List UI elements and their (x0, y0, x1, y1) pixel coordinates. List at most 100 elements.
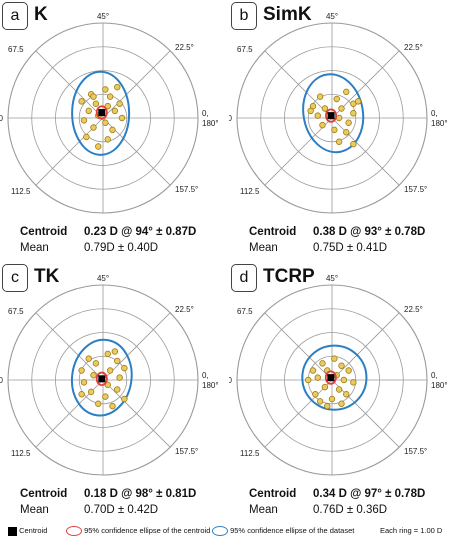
angle-label: 112.5 (11, 187, 31, 196)
mean-row: Mean 0.70D ± 0.42D (20, 504, 158, 516)
data-point (80, 117, 88, 124)
legend-ring-note: Each ring = 1.00 D (380, 526, 442, 535)
legend-label: Each ring = 1.00 D (380, 526, 443, 535)
panel-label: c (2, 264, 28, 292)
angle-label: 22.5° (404, 305, 423, 314)
centroid-marker (327, 374, 335, 382)
centroid-value: 0.34 D @ 97° ± 0.78D (313, 488, 426, 500)
data-point (80, 379, 88, 386)
data-point (316, 93, 324, 100)
angle-label: 180° (202, 119, 219, 128)
data-point (305, 376, 312, 384)
dataset-confidence-ellipse (70, 338, 133, 417)
centroid-confidence-ellipse (324, 370, 337, 385)
data-point (83, 133, 90, 141)
data-point (345, 119, 352, 126)
panel-label: a (2, 2, 28, 30)
data-point (111, 107, 119, 115)
data-point (109, 402, 116, 410)
angle-label: 67.5 (237, 45, 253, 54)
angle-label: 90 (229, 114, 233, 123)
data-point (333, 95, 340, 103)
centroid-value: 0.38 D @ 93° ± 0.78D (313, 226, 426, 238)
data-point (78, 98, 85, 105)
centroid-confidence-ellipse (95, 105, 108, 120)
data-point (78, 391, 85, 398)
centroid-label: Centroid (249, 488, 297, 500)
data-point (104, 102, 111, 110)
data-point (87, 388, 95, 396)
data-point (85, 355, 92, 362)
data-point (321, 105, 329, 112)
data-point (335, 138, 343, 145)
legend-label: 95% confidence ellipse of the dataset (230, 526, 355, 535)
centroid-marker-icon (8, 526, 17, 536)
data-point (307, 107, 314, 115)
angle-label: 157.5° (404, 185, 427, 194)
angle-label: 0, (202, 109, 209, 118)
data-point (95, 400, 102, 407)
data-point (338, 400, 345, 407)
angle-label: 22.5° (175, 305, 194, 314)
data-point (319, 121, 326, 129)
data-point (116, 100, 123, 107)
angle-label: 67.5 (8, 307, 24, 316)
angle-label: 45° (97, 274, 109, 283)
data-point (106, 367, 114, 374)
angle-label: 0, (202, 371, 209, 380)
angle-label: 112.5 (11, 449, 31, 458)
panel-d: d TCRP 45° 22.5° 0,180° 157.5° 112.5 90 67.5 C… (229, 262, 458, 524)
mean-row: Mean 0.76D ± 0.36D (249, 504, 387, 516)
panel-a: a K 45° 22.5° 0,180° 157.5° 112.5 90 67.5 Cent… (0, 0, 229, 262)
data-point (324, 402, 331, 410)
mean-row: Mean 0.75D ± 0.41D (249, 242, 387, 254)
data-point (102, 86, 109, 93)
angle-label: 90 (0, 114, 4, 123)
data-point (111, 348, 119, 355)
data-point (118, 114, 126, 122)
data-point (343, 391, 350, 398)
data-point (90, 124, 97, 131)
angle-label: 112.5 (240, 187, 260, 196)
data-point (350, 379, 357, 386)
angle-label: 67.5 (237, 307, 253, 316)
centroid-label: Centroid (20, 488, 68, 500)
legend-label: 95% confidence ellipse of the centroid (84, 526, 211, 535)
angle-label: 90 (0, 376, 4, 385)
polar-plot: 45° 22.5° 0,180° 157.5° 112.5 90 67.5 (229, 274, 448, 476)
angle-label: 112.5 (240, 449, 260, 458)
data-point (314, 112, 321, 119)
data-point (354, 98, 362, 105)
centroid-row: Centroid 0.34 D @ 97° ± 0.78D (249, 488, 425, 500)
data-point (114, 386, 121, 393)
data-point (92, 100, 100, 107)
data-point (90, 93, 97, 100)
polar-plot: 45° 22.5° 0,180° 157.5° 112.5 90 67.5 (0, 12, 219, 214)
angle-label: 180° (431, 381, 448, 390)
data-point (321, 383, 329, 391)
data-point (350, 140, 357, 148)
data-point (343, 129, 350, 136)
data-point (114, 83, 121, 91)
angle-label: 157.5° (175, 185, 198, 194)
data-point (109, 126, 116, 134)
centroid-label: Centroid (20, 226, 68, 238)
panel-label: d (231, 264, 257, 292)
data-point (331, 355, 338, 362)
data-point (102, 393, 109, 400)
data-point (328, 395, 336, 403)
centroid-confidence-ellipse (95, 371, 108, 386)
data-point (319, 360, 326, 367)
panel-c: c TK 45° 22.5° 0,180° 157.5° 112.5 90 67.5 Cen… (0, 262, 229, 524)
angle-label: 22.5° (404, 43, 423, 52)
mean-label: Mean (20, 504, 49, 516)
blue-ellipse-icon (212, 526, 228, 537)
data-point (114, 357, 121, 365)
angle-label: 45° (97, 12, 109, 21)
legend-item-centroid-ellipse: 95% confidence ellipse of the centroid (66, 526, 211, 537)
centroid-marker (98, 109, 106, 117)
data-point (343, 88, 350, 96)
data-point (121, 364, 128, 372)
angle-label: 45° (326, 274, 338, 283)
polar-plot: 45° 22.5° 0,180° 157.5° 112.5 90 67.5 (0, 274, 219, 476)
